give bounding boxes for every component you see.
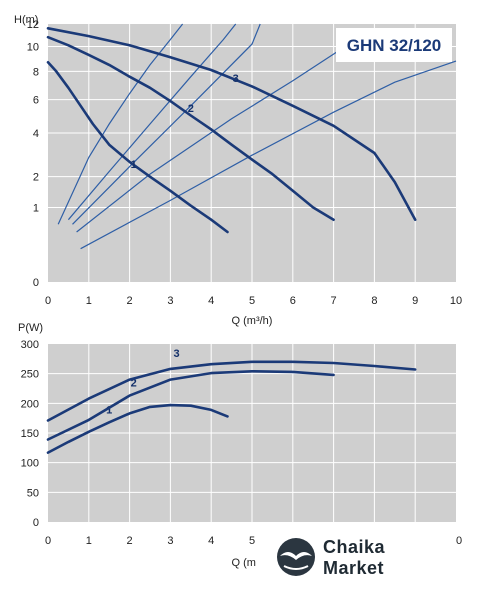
head-curve-label-1: 1 (131, 159, 137, 171)
y-tick-label: 100 (21, 458, 39, 470)
power-curve-label-1: 1 (106, 404, 112, 416)
x-tick-label: 1 (86, 295, 92, 307)
head-curve-3 (46, 27, 417, 221)
x-tick-label: 9 (412, 295, 418, 307)
x-tick-label: 4 (208, 535, 214, 547)
brand-watermark: Chaika Market (256, 528, 456, 590)
head-curve-label-2: 2 (188, 103, 194, 115)
power-curve-2 (46, 370, 335, 441)
power-curve-1 (46, 403, 229, 454)
system-curve (76, 40, 355, 233)
x-tick-label: 2 (127, 535, 133, 547)
y-tick-label: 6 (33, 95, 39, 107)
y-tick-label: 12 (27, 19, 39, 31)
y-tick-label: 10 (27, 41, 39, 53)
x-tick-label: 7 (331, 295, 337, 307)
y-tick-label: 8 (33, 66, 39, 78)
head-curve-label-3: 3 (233, 73, 239, 85)
y-tick-label: 4 (33, 128, 39, 140)
head-curve-2 (46, 35, 335, 221)
y-tick-label: 2 (33, 172, 39, 184)
y-tick-label: 250 (21, 369, 39, 381)
x-tick-label: 1 (86, 535, 92, 547)
brand-line-2: Market (323, 558, 384, 578)
system-curve (72, 23, 261, 225)
power-chart-series: 1 2 3 (46, 348, 417, 454)
brand-line-1: Chaika (323, 537, 386, 557)
y-tick-label: 1 (33, 203, 39, 215)
y-tick-label: 200 (21, 398, 39, 410)
head-chart-series: 1 2 3 (46, 27, 417, 234)
x-tick-label: 8 (371, 295, 377, 307)
x-tick-label: 3 (167, 535, 173, 547)
x-tick-label: 3 (167, 295, 173, 307)
title-box (336, 28, 452, 62)
x-tick-label: 0 (45, 295, 51, 307)
x-tick-label: 5 (249, 295, 255, 307)
head-curve-1 (46, 61, 229, 234)
power-curve-label-3: 3 (173, 348, 179, 360)
y-tick-label: 0 (33, 277, 39, 289)
x-tick-label: 6 (290, 295, 296, 307)
power-flow-chart: 123 012345678910050100150200250300 P(W) … (18, 322, 462, 569)
power-curve-3 (46, 360, 417, 422)
system-curve (57, 23, 184, 225)
seagull-icon (277, 538, 315, 576)
x-tick-label: 10 (450, 295, 462, 307)
x-tick-label: 4 (208, 295, 214, 307)
x-tick-label: 2 (127, 295, 133, 307)
x-tick-label: 5 (249, 535, 255, 547)
x-tick-label: 0 (45, 535, 51, 547)
y-tick-label: 0 (33, 517, 39, 529)
system-curve (80, 60, 457, 250)
power-curve-label-2: 2 (131, 378, 137, 390)
head-x-axis-label: Q (m³/h) (232, 315, 273, 327)
power-y-axis-label: P(W) (18, 322, 43, 334)
head-y-axis-label: H(m) (14, 14, 38, 26)
chart-title: GHN 32/120 (347, 36, 442, 55)
head-chart-grid (48, 24, 456, 282)
y-tick-label: 300 (21, 339, 39, 351)
y-tick-label: 150 (21, 428, 39, 440)
y-tick-label: 50 (27, 487, 39, 499)
